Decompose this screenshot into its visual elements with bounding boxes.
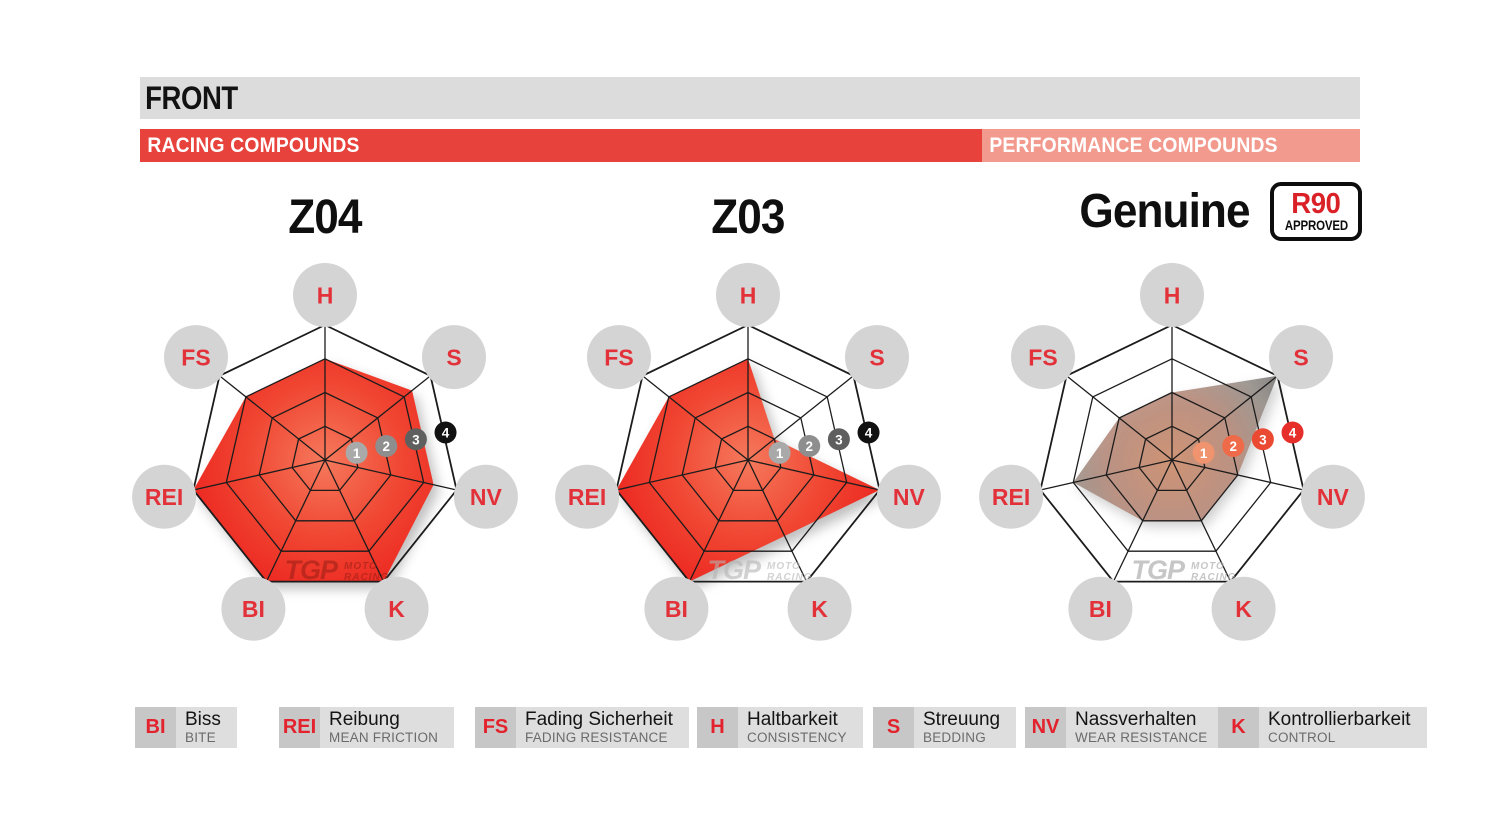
performance-compounds-label: PERFORMANCE COMPOUNDS <box>989 133 1278 157</box>
legend-abbr-k: K <box>1218 707 1259 748</box>
svg-text:NV: NV <box>893 484 926 510</box>
legend-english-h: CONSISTENCY <box>747 730 847 745</box>
svg-text:RACING: RACING <box>767 572 812 583</box>
svg-text:S: S <box>1293 344 1308 370</box>
svg-text:RACING: RACING <box>344 572 389 583</box>
svg-text:H: H <box>317 282 334 308</box>
legend-english-nv: WEAR RESISTANCE <box>1075 730 1208 745</box>
legend-german-nv: Nassverhalten <box>1075 709 1197 730</box>
legend-german-bi: Biss <box>185 709 221 730</box>
svg-text:FS: FS <box>181 344 210 370</box>
svg-text:NV: NV <box>1317 484 1350 510</box>
legend-abbr-nv: NV <box>1025 707 1066 748</box>
svg-text:BI: BI <box>665 596 688 622</box>
svg-text:4: 4 <box>1289 425 1297 440</box>
front-header-bar: FRONT <box>140 77 1360 119</box>
svg-text:RACING: RACING <box>1191 572 1236 583</box>
legend-item-s: S Streuung BEDDING <box>873 707 1017 748</box>
svg-text:REI: REI <box>145 484 183 510</box>
svg-text:H: H <box>740 282 757 308</box>
svg-text:K: K <box>388 596 405 622</box>
legend-item-h: H Haltbarkeit CONSISTENCY <box>697 707 863 748</box>
svg-text:K: K <box>1235 596 1252 622</box>
legend-german-fs: Fading Sicherheit <box>525 709 673 730</box>
svg-text:MOTO: MOTO <box>767 561 801 572</box>
legend-german-k: Kontrollierbarkeit <box>1268 709 1411 730</box>
legend-german-rei: Reibung <box>329 709 400 730</box>
page-title: FRONT <box>145 79 238 116</box>
svg-text:NV: NV <box>470 484 503 510</box>
compound-title-genuine-row: Genuine R90 APPROVED <box>1000 182 1362 241</box>
legend-item-fs: FS Fading Sicherheit FADING RESISTANCE <box>475 707 689 748</box>
compound-title-z03: Z03 <box>711 191 785 244</box>
svg-text:4: 4 <box>865 425 873 440</box>
svg-text:H: H <box>1164 282 1181 308</box>
svg-text:2: 2 <box>805 439 813 454</box>
legend-abbr-bi: BI <box>135 707 176 748</box>
svg-text:FS: FS <box>1028 344 1057 370</box>
svg-text:MOTO: MOTO <box>344 561 378 572</box>
svg-text:REI: REI <box>992 484 1030 510</box>
legend-item-rei: REI Reibung MEAN FRICTION <box>279 707 455 748</box>
svg-text:K: K <box>811 596 828 622</box>
svg-text:TGP: TGP <box>284 555 338 585</box>
legend-english-k: CONTROL <box>1268 730 1336 745</box>
approved-badge-text: APPROVED <box>1284 217 1348 233</box>
svg-text:4: 4 <box>442 425 450 440</box>
svg-text:REI: REI <box>568 484 606 510</box>
legend-item-nv: NV Nassverhalten WEAR RESISTANCE <box>1025 707 1224 748</box>
svg-text:3: 3 <box>412 432 420 447</box>
svg-text:BI: BI <box>242 596 265 622</box>
compound-title-genuine: Genuine <box>1079 185 1250 238</box>
legend-german-h: Haltbarkeit <box>747 709 838 730</box>
r90-badge-text: R90 <box>1291 188 1341 220</box>
svg-text:TGP: TGP <box>707 555 761 585</box>
svg-text:2: 2 <box>1229 439 1237 454</box>
legend-abbr-h: H <box>697 707 738 748</box>
legend-item-bi: BI Biss BITE <box>135 707 237 748</box>
svg-text:3: 3 <box>1259 432 1267 447</box>
svg-text:S: S <box>869 344 884 370</box>
legend-abbr-fs: FS <box>475 707 516 748</box>
racing-compounds-bar: RACING COMPOUNDS <box>140 129 982 162</box>
legend-english-s: BEDDING <box>923 730 986 745</box>
svg-text:1: 1 <box>353 446 361 461</box>
performance-compounds-bar: PERFORMANCE COMPOUNDS <box>982 129 1360 162</box>
svg-text:BI: BI <box>1089 596 1112 622</box>
racing-compounds-label: RACING COMPOUNDS <box>147 133 360 157</box>
legend-english-rei: MEAN FRICTION <box>329 730 439 745</box>
svg-text:1: 1 <box>776 446 784 461</box>
legend-english-bi: BITE <box>185 730 216 745</box>
legend-german-s: Streuung <box>923 709 1001 730</box>
svg-text:2: 2 <box>382 439 390 454</box>
r90-approved-badge: R90 APPROVED <box>1270 182 1362 241</box>
legend-abbr-s: S <box>873 707 914 748</box>
svg-text:S: S <box>446 344 461 370</box>
compound-title-z04: Z04 <box>288 191 362 244</box>
legend-english-fs: FADING RESISTANCE <box>525 730 668 745</box>
legend-abbr-rei: REI <box>279 707 320 748</box>
svg-text:MOTO: MOTO <box>1191 561 1225 572</box>
svg-text:FS: FS <box>604 344 633 370</box>
svg-text:TGP: TGP <box>1131 555 1185 585</box>
svg-text:3: 3 <box>835 432 843 447</box>
svg-text:1: 1 <box>1200 446 1208 461</box>
legend-item-k: K Kontrollierbarkeit CONTROL <box>1218 707 1427 748</box>
